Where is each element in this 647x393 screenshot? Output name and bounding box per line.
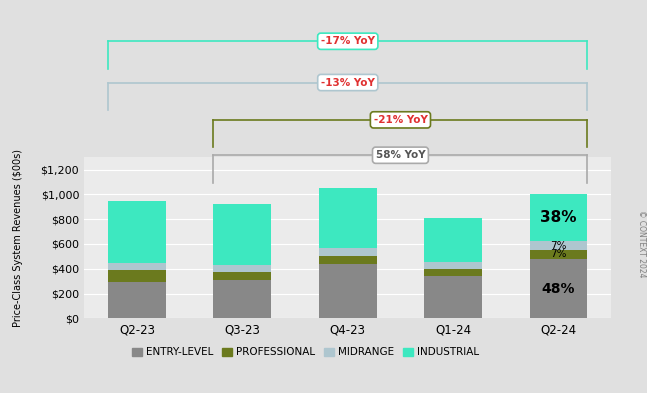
Bar <box>529 194 587 241</box>
Bar <box>424 262 482 269</box>
Bar <box>214 280 271 318</box>
Bar <box>424 269 482 276</box>
Bar <box>108 201 166 263</box>
Bar <box>529 241 587 250</box>
Text: © CONTEXT 2024: © CONTEXT 2024 <box>637 210 646 277</box>
Bar <box>319 256 377 264</box>
Text: 48%: 48% <box>542 281 575 296</box>
Y-axis label: Price-Class System Revenues ($00s): Price-Class System Revenues ($00s) <box>14 149 23 327</box>
Bar <box>424 218 482 262</box>
Legend: ENTRY-LEVEL, PROFESSIONAL, MIDRANGE, INDUSTRIAL: ENTRY-LEVEL, PROFESSIONAL, MIDRANGE, IND… <box>127 343 484 362</box>
Bar <box>319 264 377 318</box>
Text: 38%: 38% <box>540 210 576 225</box>
Text: -21% YoY: -21% YoY <box>373 115 428 125</box>
Bar <box>108 263 166 270</box>
Bar <box>319 188 377 248</box>
Bar <box>108 282 166 318</box>
Bar <box>319 248 377 256</box>
Bar <box>108 270 166 282</box>
Text: 7%: 7% <box>550 241 567 251</box>
Bar <box>529 259 587 318</box>
Text: -17% YoY: -17% YoY <box>321 36 375 46</box>
Text: 7%: 7% <box>550 250 567 259</box>
Bar <box>214 265 271 272</box>
Bar <box>529 250 587 259</box>
Bar <box>214 204 271 265</box>
Bar <box>214 272 271 280</box>
Bar <box>424 276 482 318</box>
Text: -13% YoY: -13% YoY <box>321 77 375 88</box>
Text: 58% YoY: 58% YoY <box>376 150 425 160</box>
